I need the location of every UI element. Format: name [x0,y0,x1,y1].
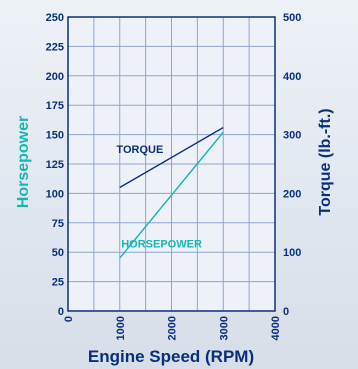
right-tick-label-0: 0 [283,306,289,318]
right-tick-label-4: 400 [283,71,301,83]
right-tick-label-2: 200 [283,188,301,200]
left-tick-label-9: 225 [46,41,64,53]
x-tick-label-0: 0 [63,316,75,322]
right-tick-label-3: 300 [283,130,301,142]
right-tick-label-5: 500 [283,12,301,24]
left-tick-label-5: 125 [46,159,64,171]
left-tick-label-1: 25 [52,277,64,289]
x-tick-label-4: 4000 [270,316,282,340]
torque-line [119,126,224,189]
left-tick-label-4: 100 [46,188,64,200]
left-tick-label-0: 0 [58,306,64,318]
left-tick-label-7: 175 [46,100,64,112]
grid-layer [68,17,275,311]
horsepower-label: HORSEPOWER [121,238,202,250]
right-axis-title: Torque (lb.-ft.) [317,108,334,215]
x-tick-label-3: 3000 [218,316,230,340]
labels-layer: 0 25 50 75 100 125 150 175 200 225 250 0 100 200 300 40… [46,12,302,340]
left-tick-label-8: 200 [46,71,64,83]
axes-layer [67,16,276,312]
right-tick-label-1: 100 [283,247,301,259]
left-tick-label-3: 75 [52,218,64,230]
x-tick-label-1: 1000 [115,316,127,340]
left-axis-title: Horsepower [15,116,32,208]
x-tick-label-2: 2000 [167,316,179,340]
left-tick-label-2: 50 [52,247,64,259]
plot-frame [67,16,276,312]
left-tick-label-10: 250 [46,12,64,24]
series-layer [119,126,224,259]
horsepower-line [119,131,224,259]
torque-label: TORQUE [116,144,163,156]
x-axis-title: Engine Speed (RPM) [88,347,254,366]
left-tick-label-6: 150 [46,130,64,142]
